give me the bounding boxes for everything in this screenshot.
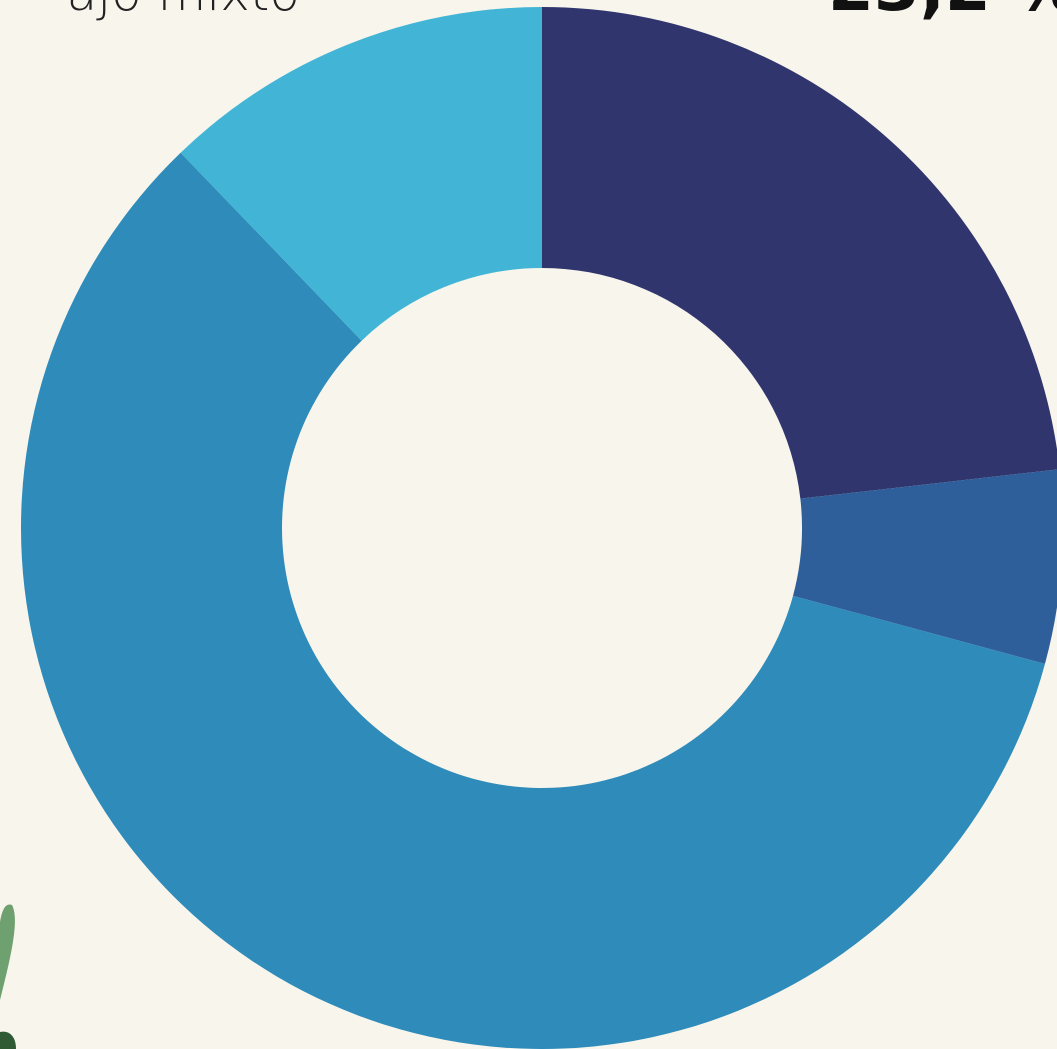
chart: ajo mixto 23,2 % — [0, 0, 1057, 1049]
value-label: 23,2 % — [828, 0, 1057, 26]
category-label: ajo mixto — [67, 0, 300, 22]
